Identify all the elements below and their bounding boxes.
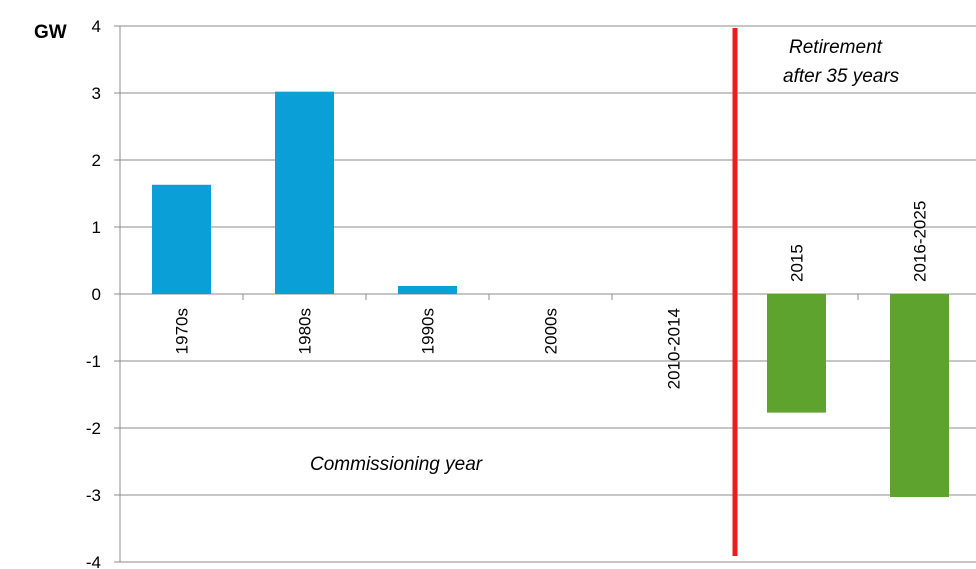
x-category-label: 2016-2025	[911, 201, 930, 282]
y-tick-label: 1	[92, 218, 101, 237]
x-category-label: 1990s	[419, 308, 438, 354]
y-tick-label: 4	[92, 17, 101, 36]
y-tick-labels: 4 3 2 1 0 -1 -2 -3 -4	[86, 17, 101, 569]
y-axis-label: GW	[34, 22, 67, 43]
bar-1970s	[152, 184, 211, 294]
gridlines	[120, 25, 976, 563]
bar-2016-2025	[890, 294, 949, 498]
bar-1980s	[275, 91, 334, 294]
axes	[114, 25, 976, 563]
y-tick-label: -4	[86, 553, 101, 569]
bar-2015	[767, 294, 826, 413]
x-category-label: 2015	[788, 244, 807, 282]
annotation-retirement: Retirement	[789, 37, 883, 58]
annotation-commissioning-year: Commissioning year	[310, 454, 483, 475]
x-category-label: 2000s	[542, 308, 561, 354]
y-tick-label: 2	[92, 151, 101, 170]
y-tick-label: -2	[86, 419, 101, 438]
y-tick-label: -3	[86, 486, 101, 505]
annotation-retirement-years: after 35 years	[783, 66, 900, 87]
category-labels: 1970s 1980s 1990s 2000s 2010-2014 2015 2016-20…	[173, 201, 930, 390]
y-tick-label: 3	[92, 84, 101, 103]
y-tick-label: -1	[86, 352, 101, 371]
x-category-label: 1970s	[173, 308, 192, 354]
bars	[152, 91, 949, 498]
y-tick-label: 0	[92, 285, 101, 304]
bar-1990s	[398, 285, 457, 294]
x-category-label: 2010-2014	[665, 308, 684, 389]
x-category-label: 1980s	[296, 308, 315, 354]
